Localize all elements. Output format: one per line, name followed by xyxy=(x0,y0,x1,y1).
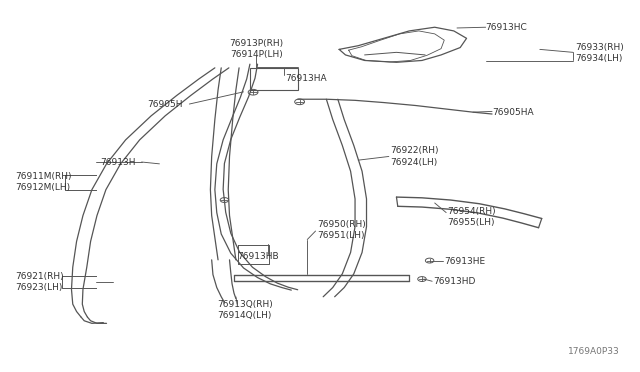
Text: 76905H: 76905H xyxy=(147,100,183,109)
Text: 76922(RH)
76924(LH): 76922(RH) 76924(LH) xyxy=(390,147,438,167)
Text: 76913HC: 76913HC xyxy=(486,23,527,32)
Text: 76913HD: 76913HD xyxy=(433,278,476,286)
Text: 76921(RH)
76923(LH): 76921(RH) 76923(LH) xyxy=(15,272,64,292)
Text: 76905HA: 76905HA xyxy=(492,108,534,117)
Text: 76913HE: 76913HE xyxy=(444,257,485,266)
Text: 76911M(RH)
76912M(LH): 76911M(RH) 76912M(LH) xyxy=(15,172,72,192)
Text: 76913HB: 76913HB xyxy=(237,251,279,261)
Text: 76913Q(RH)
76914Q(LH): 76913Q(RH) 76914Q(LH) xyxy=(217,299,273,320)
Text: 76913H: 76913H xyxy=(100,157,136,167)
Text: 76913P(RH)
76914P(LH): 76913P(RH) 76914P(LH) xyxy=(229,39,284,60)
Text: 1769A0P33: 1769A0P33 xyxy=(568,347,620,356)
Text: 76933(RH)
76934(LH): 76933(RH) 76934(LH) xyxy=(575,43,623,63)
Text: 76954(RH)
76955(LH): 76954(RH) 76955(LH) xyxy=(447,207,496,227)
Text: 76950(RH)
76951(LH): 76950(RH) 76951(LH) xyxy=(317,220,365,240)
Bar xyxy=(250,68,298,90)
Text: 76913HA: 76913HA xyxy=(285,74,326,83)
